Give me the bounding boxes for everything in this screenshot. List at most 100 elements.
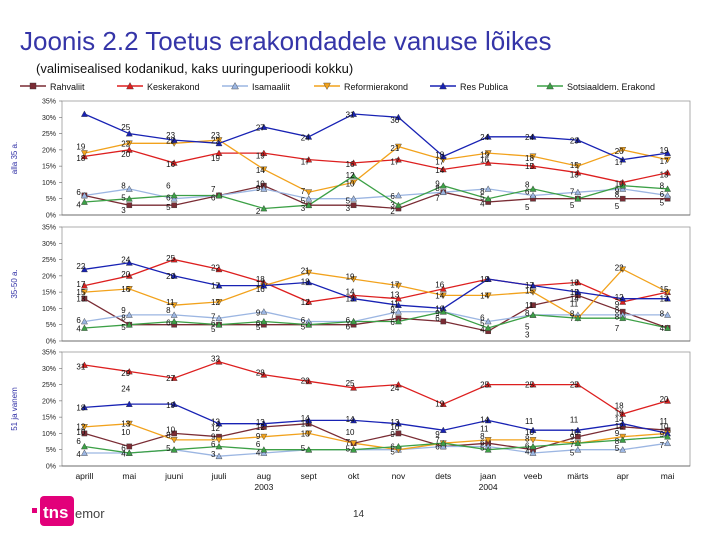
data-label: 14 <box>570 295 579 304</box>
series-point <box>260 123 268 130</box>
series-point <box>215 321 223 328</box>
series-point <box>260 149 268 156</box>
y-tick-label: 30% <box>42 366 56 373</box>
y-tick-label: 30% <box>42 115 56 122</box>
series-point <box>664 156 672 164</box>
series-point <box>484 324 492 331</box>
series-point <box>125 185 133 192</box>
y-tick-label: 20% <box>42 273 56 280</box>
data-label: 6 <box>121 444 126 453</box>
series-line <box>84 436 668 454</box>
data-label: 4 <box>480 200 485 209</box>
series-point <box>484 381 492 388</box>
series-point <box>440 318 447 325</box>
data-label: 18 <box>301 277 310 286</box>
data-label: 8 <box>615 190 620 199</box>
data-label: 7 <box>435 194 440 203</box>
series-point <box>529 449 537 456</box>
series-point <box>619 147 627 154</box>
data-label: 14 <box>435 166 444 175</box>
data-label: 9 <box>211 433 216 442</box>
logo-dot <box>32 508 37 513</box>
data-label: 4 <box>121 450 126 459</box>
series-point <box>529 426 537 433</box>
series-point <box>394 156 402 163</box>
data-label: 5 <box>390 448 395 457</box>
data-label: 30 <box>390 116 399 125</box>
legend-label: Reformierakond <box>344 82 408 92</box>
data-label: 10 <box>301 429 310 438</box>
series-point <box>170 256 178 263</box>
data-label: 4 <box>256 448 261 457</box>
data-label: 25 <box>346 379 355 388</box>
data-label: 17 <box>660 157 669 166</box>
series-point <box>125 272 133 279</box>
series-point <box>260 282 268 289</box>
data-label: 8 <box>525 180 530 189</box>
data-label: 17 <box>211 282 220 291</box>
series-point <box>125 286 133 293</box>
x-tick-label: mai <box>661 471 675 481</box>
series-point <box>619 298 627 305</box>
series-point <box>619 185 627 192</box>
data-label: 25 <box>166 254 175 263</box>
series-point <box>170 136 178 143</box>
x-tick-label: märts <box>567 471 588 481</box>
chart-panel: 0%5%10%15%20%25%30%35%alla 35 a. 19186425… <box>10 99 691 220</box>
x-tick-label: dets <box>435 471 451 481</box>
data-label: 3 <box>301 204 306 213</box>
series-point <box>305 278 313 286</box>
data-label: 14 <box>346 287 355 296</box>
data-label: 6 <box>660 190 665 199</box>
data-label: 25 <box>480 381 489 390</box>
series-point <box>574 136 582 143</box>
data-label: 10 <box>660 422 669 431</box>
data-label: 17 <box>525 281 534 290</box>
series-point <box>619 446 627 453</box>
data-label: 19 <box>166 401 175 410</box>
data-label: 6 <box>76 437 81 446</box>
series-point <box>350 195 358 202</box>
x-tick-label: 2003 <box>254 482 273 492</box>
data-label: 14 <box>256 166 265 175</box>
series-point <box>170 272 178 279</box>
data-label: 14 <box>301 414 310 423</box>
series-point <box>574 288 582 295</box>
data-label: 22 <box>211 137 220 146</box>
series-point <box>529 381 537 388</box>
tns-emor-logo: tns emor <box>30 494 120 533</box>
series-point <box>574 426 582 433</box>
series-point <box>619 410 627 417</box>
series-point <box>81 430 88 437</box>
series-point <box>619 156 627 163</box>
series-point <box>574 188 582 196</box>
data-label: 11 <box>660 417 669 426</box>
series-point <box>529 185 537 192</box>
legend-item: Sotsiaaldem. Erakond <box>537 82 655 92</box>
tns-emor-logo-graphic: tns emor <box>32 496 105 526</box>
data-label: 31 <box>346 111 355 120</box>
data-label: 19 <box>480 275 489 284</box>
series-point <box>305 156 313 163</box>
data-label: 7 <box>615 324 620 333</box>
data-label: 3 <box>525 330 530 339</box>
series-point <box>215 314 223 321</box>
chart-legend: Rahvaliit Keskerakond Isamaaliit Reformiera… <box>20 82 655 92</box>
series-point <box>439 182 447 189</box>
series-point <box>619 182 627 189</box>
data-label: 13 <box>660 170 669 179</box>
data-label: 12 <box>76 422 85 431</box>
data-label: 11 <box>570 415 579 424</box>
series-point <box>80 110 88 117</box>
data-label: 5 <box>570 448 575 457</box>
y-tick-label: 25% <box>42 131 56 138</box>
data-label: 8 <box>166 431 171 440</box>
legend-marker <box>439 82 447 90</box>
series-line <box>84 188 668 200</box>
series-point <box>439 152 447 160</box>
series-point <box>394 143 402 151</box>
data-label: 11 <box>570 300 579 309</box>
y-tick-label: 10% <box>42 306 56 313</box>
series-point <box>305 269 313 277</box>
series-point <box>664 324 672 331</box>
